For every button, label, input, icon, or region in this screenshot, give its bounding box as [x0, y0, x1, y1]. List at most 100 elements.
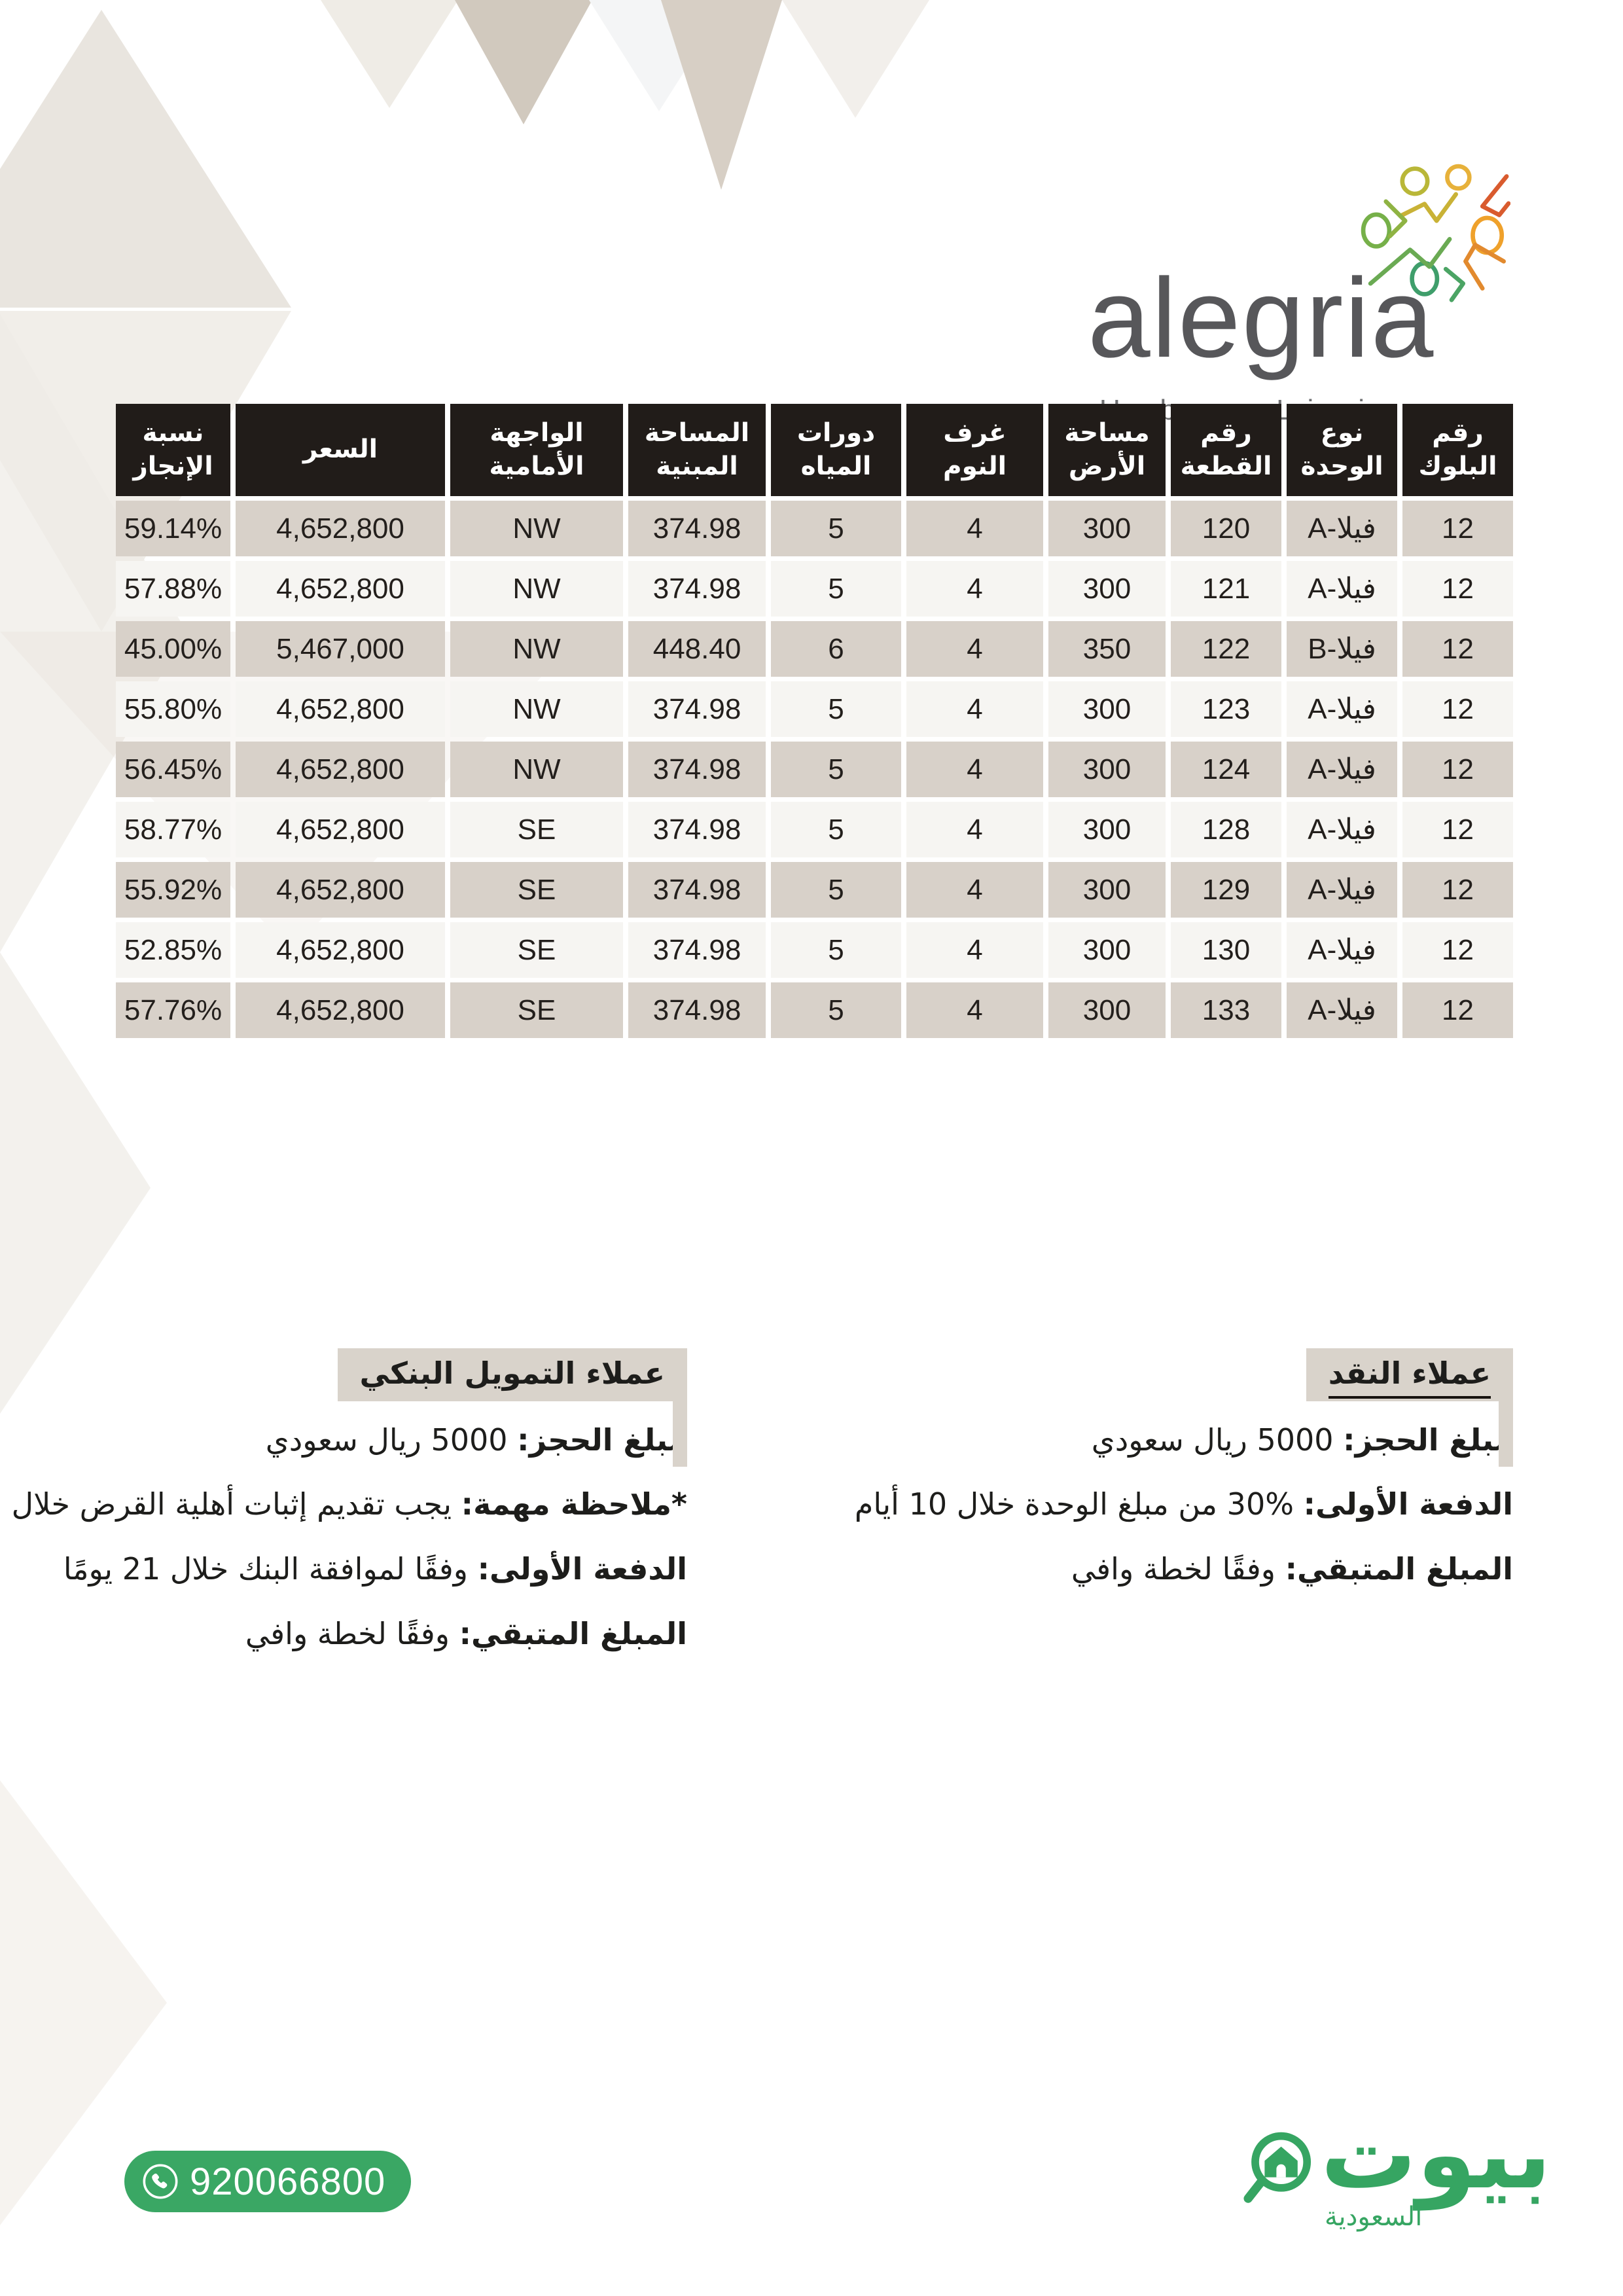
payment-line: مبلغ الحجز: 5000 ريال سعودي [20, 1424, 687, 1457]
table-cell: SE [450, 922, 623, 978]
table-cell: 374.98 [628, 742, 766, 797]
table-cell: 122 [1171, 621, 1281, 677]
table-cell: 4 [906, 501, 1043, 556]
table-cell: 4 [906, 802, 1043, 857]
table-cell: 300 [1048, 501, 1166, 556]
table-cell: 5 [771, 802, 901, 857]
table-cell: 4 [906, 621, 1043, 677]
table-cell: 55.80% [116, 681, 230, 737]
table-cell: 12 [1402, 501, 1513, 556]
table-cell: SE [450, 862, 623, 918]
table-cell: 128 [1171, 802, 1281, 857]
table-cell: 12 [1402, 802, 1513, 857]
table-cell: 12 [1402, 561, 1513, 617]
alegria-burst-icon [1361, 164, 1510, 302]
table-cell: 4 [906, 922, 1043, 978]
table-cell: NW [450, 742, 623, 797]
table-cell: 5 [771, 681, 901, 737]
bank-section-title-box: عملاء التمويل البنكي [337, 1348, 688, 1467]
payment-line-text: %30 من مبلغ الوحدة خلال 10 أيام [854, 1486, 1304, 1522]
table-cell: 45.00% [116, 621, 230, 677]
table-cell: 300 [1048, 922, 1166, 978]
table-cell: SE [450, 982, 623, 1038]
table-cell: NW [450, 621, 623, 677]
table-cell: 123 [1171, 681, 1281, 737]
bayut-brand-name: بيوت [1321, 2099, 1552, 2210]
bayut-brand-sub: السعودية [1325, 2201, 1423, 2232]
payment-line-text: وفقًا لخطة وافي [1071, 1551, 1285, 1587]
table-cell: 374.98 [628, 681, 766, 737]
table-row: 12 فيلا-B 122 350 4 6 448.40 NW 5,467,00… [116, 621, 1513, 677]
table-cell: 5 [771, 501, 901, 556]
table-cell: 4,652,800 [236, 501, 445, 556]
payment-line-text: وفقًا لموافقة البنك خلال 21 يومًا [63, 1551, 478, 1587]
table-cell: 5,467,000 [236, 621, 445, 677]
table-cell: 130 [1171, 922, 1281, 978]
table-row: 12 فيلا-A 130 300 4 5 374.98 SE 4,652,80… [116, 922, 1513, 978]
table-cell: فيلا-A [1287, 802, 1397, 857]
bayut-logo: بيوت السعودية [1243, 2099, 1552, 2232]
table-cell: 374.98 [628, 561, 766, 617]
table-cell: 57.88% [116, 561, 230, 617]
table-cell: 350 [1048, 621, 1166, 677]
table-cell: 6 [771, 621, 901, 677]
payment-line: الدفعة الأولى: وفقًا لموافقة البنك خلال … [20, 1552, 687, 1586]
table-cell: 12 [1402, 621, 1513, 677]
table-cell: فيلا-B [1287, 621, 1397, 677]
cash-customers-section: عملاء النقد مبلغ الحجز: 5000 ريال سعودي … [855, 1348, 1514, 1617]
table-cell: 4 [906, 862, 1043, 918]
bank-section-title: عملاء التمويل البنكي [359, 1355, 665, 1391]
phone-icon [143, 2164, 178, 2199]
table-cell: 300 [1048, 862, 1166, 918]
table-cell: 56.45% [116, 742, 230, 797]
table-cell: NW [450, 681, 623, 737]
table-cell: 12 [1402, 862, 1513, 918]
payment-line: *ملاحظة مهمة: يجب تقديم إثبات أهلية القر… [0, 1486, 687, 1522]
table-cell: 121 [1171, 561, 1281, 617]
table-cell: 4 [906, 561, 1043, 617]
table-cell: 120 [1171, 501, 1281, 556]
bayut-magnifier-house-icon [1243, 2132, 1311, 2203]
table-cell: 374.98 [628, 501, 766, 556]
column-header-bathrooms: دورات المياه [771, 404, 901, 496]
table-cell: فيلا-A [1287, 501, 1397, 556]
units-table: رقم البلوك نوع الوحدة رقم القطعة مساحة ا… [116, 404, 1513, 1038]
table-cell: 5 [771, 742, 901, 797]
table-cell: 129 [1171, 862, 1281, 918]
table-cell: 300 [1048, 982, 1166, 1038]
column-header-bedrooms: غرف النوم [906, 404, 1043, 496]
payment-line-text: يجب تقديم إثبات أهلية القرض خلال 5 أيام [0, 1486, 452, 1522]
bank-section-lines: مبلغ الحجز: 5000 ريال سعودي *ملاحظة مهمة… [0, 1424, 687, 1651]
table-cell: 374.98 [628, 922, 766, 978]
table-cell: 448.40 [628, 621, 766, 677]
column-header-completion: نسبة الإنجاز [116, 404, 230, 496]
table-cell: 124 [1171, 742, 1281, 797]
table-header-row: رقم البلوك نوع الوحدة رقم القطعة مساحة ا… [116, 404, 1513, 496]
table-cell: 300 [1048, 561, 1166, 617]
table-row: 12 فيلا-A 133 300 4 5 374.98 SE 4,652,80… [116, 982, 1513, 1038]
table-cell: فيلا-A [1287, 922, 1397, 978]
payment-line-label: المبلغ المتبقي: [1285, 1551, 1513, 1587]
payment-line-text: وفقًا لخطة وافي [245, 1615, 459, 1651]
bank-financing-section: عملاء التمويل البنكي مبلغ الحجز: 5000 ري… [0, 1348, 688, 1681]
column-header-price: السعر [236, 404, 445, 496]
table-cell: 374.98 [628, 982, 766, 1038]
payment-line-label: الدفعة الأولى: [1303, 1486, 1513, 1522]
phone-badge: 920066800 [124, 2151, 411, 2212]
table-cell: 5 [771, 982, 901, 1038]
table-cell: 300 [1048, 802, 1166, 857]
table-cell: 4,652,800 [236, 742, 445, 797]
payment-line: المبلغ المتبقي: وفقًا لخطة وافي [20, 1617, 687, 1651]
table-cell: فيلا-A [1287, 681, 1397, 737]
table-cell: 12 [1402, 982, 1513, 1038]
table-cell: 374.98 [628, 802, 766, 857]
table-cell: 55.92% [116, 862, 230, 918]
table-row: 12 فيلا-A 128 300 4 5 374.98 SE 4,652,80… [116, 802, 1513, 857]
payment-line-label: *ملاحظة مهمة: [461, 1486, 687, 1522]
table-row: 12 فيلا-A 120 300 4 5 374.98 NW 4,652,80… [116, 501, 1513, 556]
payment-line: مبلغ الحجز: 5000 ريال سعودي [1016, 1424, 1513, 1457]
table-cell: 4 [906, 742, 1043, 797]
table-cell: فيلا-A [1287, 561, 1397, 617]
payment-line-text: 5000 ريال سعودي [1091, 1422, 1344, 1458]
